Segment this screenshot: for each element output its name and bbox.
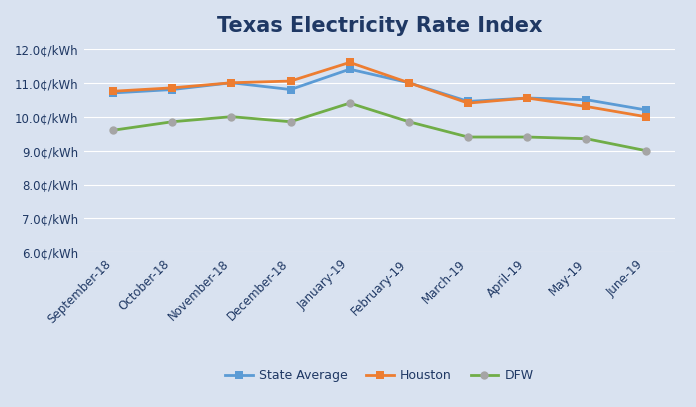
Line: DFW: DFW	[109, 99, 649, 155]
DFW	[582, 136, 590, 141]
State Average	[523, 96, 532, 101]
State Average	[346, 67, 354, 72]
Houston	[464, 101, 473, 105]
Houston	[287, 79, 295, 83]
Houston	[346, 60, 354, 65]
State Average	[404, 80, 413, 85]
DFW	[109, 128, 117, 133]
Legend: State Average, Houston, DFW: State Average, Houston, DFW	[220, 364, 539, 387]
DFW	[346, 101, 354, 105]
Line: State Average: State Average	[109, 65, 649, 114]
State Average	[227, 80, 235, 85]
DFW	[287, 119, 295, 124]
Line: Houston: Houston	[109, 58, 649, 121]
DFW	[168, 119, 176, 124]
DFW	[642, 148, 650, 153]
State Average	[582, 97, 590, 102]
Houston	[582, 104, 590, 109]
State Average	[642, 107, 650, 112]
Houston	[404, 80, 413, 85]
DFW	[227, 114, 235, 119]
DFW	[523, 135, 532, 140]
Houston	[523, 96, 532, 101]
State Average	[464, 99, 473, 104]
State Average	[168, 87, 176, 92]
Title: Texas Electricity Rate Index: Texas Electricity Rate Index	[216, 16, 542, 36]
Houston	[642, 114, 650, 119]
Houston	[168, 85, 176, 90]
DFW	[404, 119, 413, 124]
State Average	[287, 87, 295, 92]
Houston	[109, 89, 117, 94]
Houston	[227, 80, 235, 85]
DFW	[464, 135, 473, 140]
State Average	[109, 90, 117, 95]
